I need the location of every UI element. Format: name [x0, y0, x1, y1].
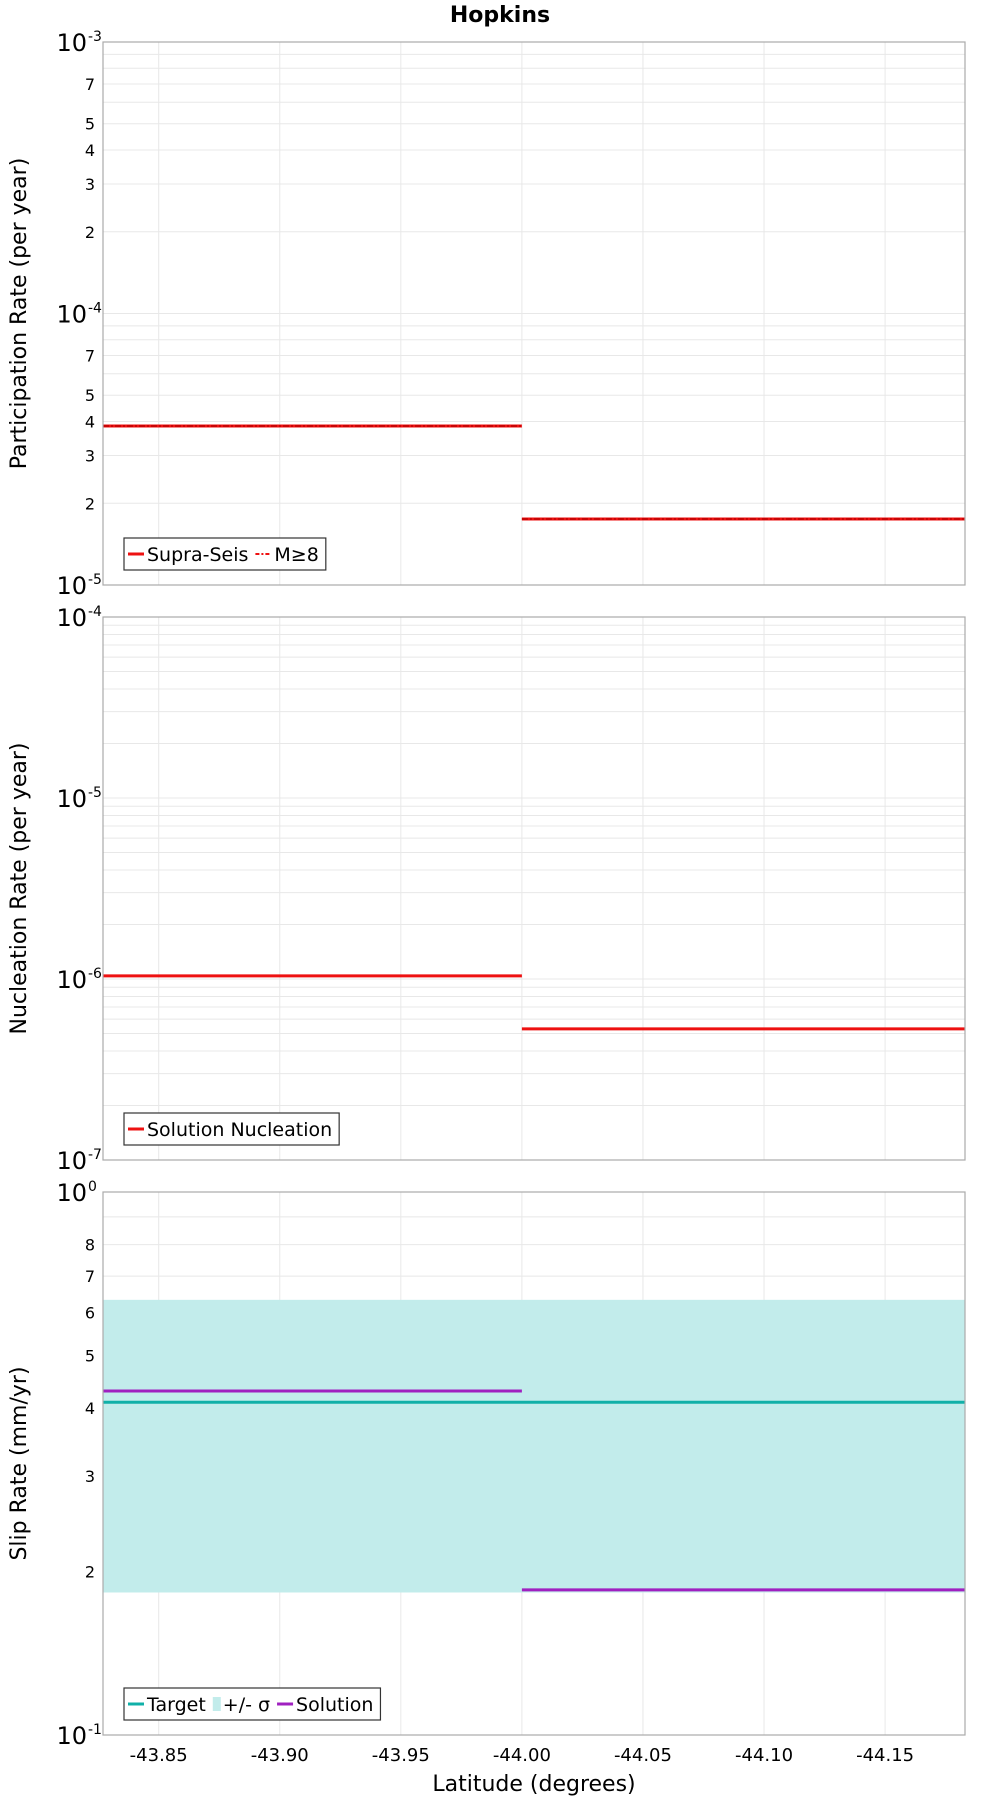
y-minor-tick-label: 7: [85, 1267, 95, 1286]
svg-text:-1: -1: [88, 1722, 102, 1738]
y-axis-label: Nucleation Rate (per year): [7, 743, 32, 1035]
y-decade-tick-label: 10 -7: [56, 1147, 102, 1175]
x-axis-label: Latitude (degrees): [432, 1772, 635, 1797]
y-minor-tick-label: 4: [85, 413, 95, 432]
y-decade-tick-label: 10 -5: [56, 572, 102, 600]
svg-text:-3: -3: [88, 29, 102, 45]
legend-label: Supra-Seis: [147, 544, 248, 566]
y-decade-tick-label: 10 -6: [56, 966, 102, 994]
legend-box: [123, 1112, 340, 1146]
legend-box: [123, 537, 327, 571]
svg-text:10: 10: [56, 1722, 87, 1750]
y-decade-tick-label: 10 -4: [56, 301, 102, 329]
y-minor-tick-label: 5: [85, 386, 95, 405]
svg-text:10: 10: [56, 966, 87, 994]
x-tick-label: -44.05: [614, 1745, 672, 1766]
y-minor-tick-label: 4: [85, 141, 95, 160]
svg-text:-6: -6: [88, 966, 102, 982]
y-decade-tick-label: 10 -5: [56, 785, 102, 813]
y-decade-tick-label: 10 -4: [56, 604, 102, 632]
y-minor-tick-label: 7: [85, 347, 95, 366]
x-tick-label: -44.15: [856, 1745, 914, 1766]
svg-text:10: 10: [56, 1147, 87, 1175]
y-minor-tick-label: 7: [85, 75, 95, 94]
y-axis-label: Participation Rate (per year): [7, 158, 32, 470]
svg-text:-7: -7: [88, 1147, 102, 1163]
y-minor-tick-label: 2: [85, 1563, 95, 1582]
svg-text:10: 10: [56, 29, 87, 57]
legend-entry: Solution: [277, 1694, 373, 1716]
legend: Solution Nucleation: [123, 1112, 340, 1146]
plot-frame: [102, 1191, 966, 1736]
y-decade-tick-label: 10 0: [56, 1179, 96, 1207]
svg-text:10: 10: [56, 572, 87, 600]
y-axis-label: Slip Rate (mm/yr): [7, 1366, 32, 1560]
y-minor-tick-label: 3: [85, 175, 95, 194]
y-minor-tick-label: 4: [85, 1399, 95, 1418]
legend-entry: Solution Nucleation: [128, 1119, 332, 1141]
legend: Supra-Seis M≥8: [123, 537, 327, 571]
legend-label: Solution Nucleation: [147, 1119, 332, 1141]
y-decade-tick-label: 10 -3: [56, 29, 102, 57]
svg-text:10: 10: [56, 785, 87, 813]
legend-swatch: [212, 1697, 221, 1711]
x-tick-label: -44.10: [735, 1745, 793, 1766]
x-tick-label: -44.00: [493, 1745, 551, 1766]
svg-text:-4: -4: [88, 604, 102, 620]
y-minor-tick-label: 2: [85, 223, 95, 242]
legend-label: M≥8: [274, 544, 318, 566]
y-minor-tick-label: 3: [85, 1467, 95, 1486]
svg-text:10: 10: [56, 301, 87, 329]
svg-text:-5: -5: [88, 572, 102, 588]
y-minor-tick-label: 5: [85, 1346, 95, 1365]
legend-box: [123, 1687, 382, 1721]
y-decade-tick-label: 10 -1: [56, 1722, 102, 1750]
plot-frame: [102, 616, 966, 1161]
legend-entry: Target: [128, 1694, 206, 1716]
legend-entry: M≥8: [255, 544, 319, 566]
legend-label: +/- σ: [223, 1694, 270, 1716]
legend: Target +/- σ Solution: [123, 1687, 382, 1721]
svg-text:10: 10: [56, 1179, 87, 1207]
sigma-band: [103, 1299, 965, 1593]
plot-area: [103, 617, 965, 1160]
legend-label: Target: [146, 1694, 206, 1716]
legend-label: Solution: [296, 1694, 373, 1716]
svg-text:0: 0: [88, 1179, 97, 1195]
svg-text:10: 10: [56, 604, 87, 632]
y-minor-tick-label: 3: [85, 446, 95, 465]
y-minor-tick-label: 8: [85, 1236, 95, 1255]
legend-entry: Supra-Seis: [128, 544, 248, 566]
x-tick-label: -43.85: [130, 1745, 188, 1766]
x-tick-label: -43.90: [251, 1745, 309, 1766]
y-minor-tick-label: 2: [85, 494, 95, 513]
svg-text:-5: -5: [88, 785, 102, 801]
y-minor-tick-label: 5: [85, 115, 95, 134]
x-tick-label: -43.95: [372, 1745, 430, 1766]
figure-title: Hopkins: [450, 3, 550, 28]
svg-text:-4: -4: [88, 301, 102, 317]
legend-entry: +/- σ: [212, 1694, 270, 1716]
plot-frame: [102, 41, 966, 586]
y-minor-tick-label: 6: [85, 1303, 95, 1322]
